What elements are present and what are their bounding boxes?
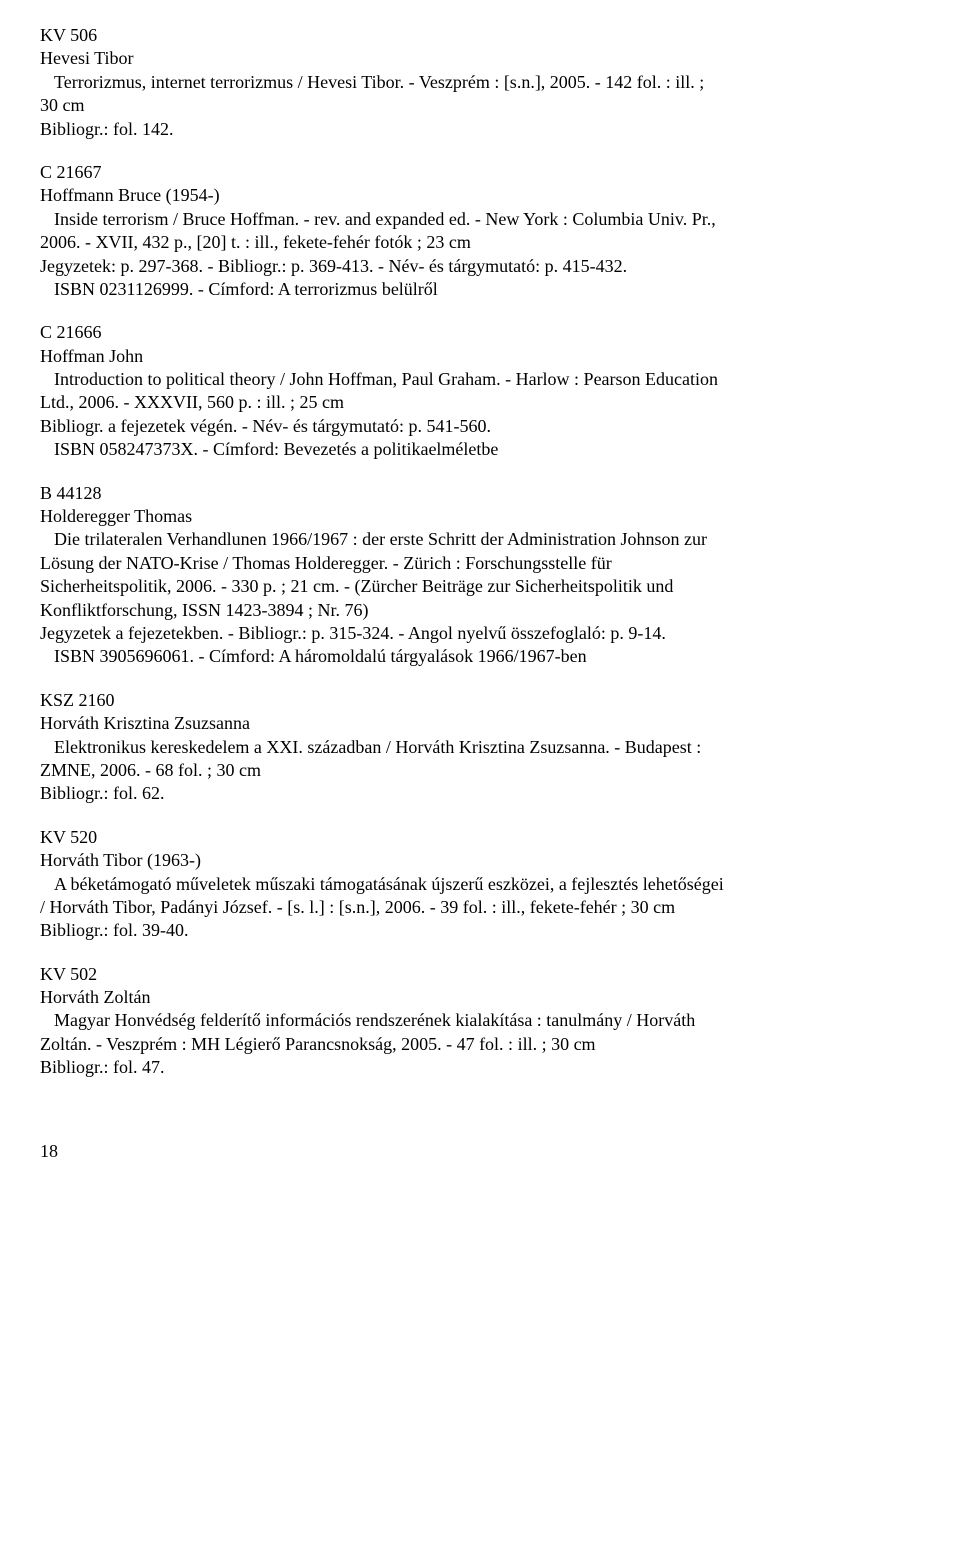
author: Horváth Zoltán [40, 986, 920, 1009]
bib-entry: B 44128 Holderegger Thomas Die trilatera… [40, 482, 920, 669]
title-line: Lösung der NATO-Krise / Thomas Holderegg… [40, 552, 920, 575]
title-line: Konfliktforschung, ISSN 1423-3894 ; Nr. … [40, 599, 920, 622]
title-line: Elektronikus kereskedelem a XXI. századb… [40, 736, 920, 759]
call-number: B 44128 [40, 482, 920, 505]
author: Horváth Krisztina Zsuzsanna [40, 712, 920, 735]
page-number: 18 [40, 1140, 920, 1163]
title-line: Ltd., 2006. - XXXVII, 560 p. : ill. ; 25… [40, 391, 920, 414]
call-number: C 21667 [40, 161, 920, 184]
title-line: Magyar Honvédség felderítő információs r… [40, 1009, 920, 1032]
note: Bibliogr.: fol. 47. [40, 1056, 920, 1079]
title-line: Terrorizmus, internet terrorizmus / Heve… [40, 71, 920, 94]
author: Hevesi Tibor [40, 47, 920, 70]
call-number: KV 506 [40, 24, 920, 47]
bibliography-list: KV 506 Hevesi Tibor Terrorizmus, interne… [40, 24, 920, 1080]
bib-entry: C 21666 Hoffman John Introduction to pol… [40, 321, 920, 461]
title-line: Die trilateralen Verhandlunen 1966/1967 … [40, 528, 920, 551]
author: Horváth Tibor (1963-) [40, 849, 920, 872]
isbn-line: ISBN 0231126999. - Címford: A terrorizmu… [40, 278, 920, 301]
title-line: / Horváth Tibor, Padányi József. - [s. l… [40, 896, 920, 919]
title-line: Sicherheitspolitik, 2006. - 330 p. ; 21 … [40, 575, 920, 598]
title-line: Introduction to political theory / John … [40, 368, 920, 391]
bib-entry: KV 520 Horváth Tibor (1963-) A béketámog… [40, 826, 920, 943]
note: Bibliogr.: fol. 62. [40, 782, 920, 805]
bib-entry: C 21667 Hoffmann Bruce (1954-) Inside te… [40, 161, 920, 301]
bib-entry: KSZ 2160 Horváth Krisztina Zsuzsanna Ele… [40, 689, 920, 806]
title-line: 2006. - XVII, 432 p., [20] t. : ill., fe… [40, 231, 920, 254]
note: Jegyzetek a fejezetekben. - Bibliogr.: p… [40, 622, 920, 645]
title-line: 30 cm [40, 94, 920, 117]
bib-entry: KV 502 Horváth Zoltán Magyar Honvédség f… [40, 963, 920, 1080]
author: Holderegger Thomas [40, 505, 920, 528]
call-number: KV 520 [40, 826, 920, 849]
note: Jegyzetek: p. 297-368. - Bibliogr.: p. 3… [40, 255, 920, 278]
title-line: Inside terrorism / Bruce Hoffman. - rev.… [40, 208, 920, 231]
call-number: KSZ 2160 [40, 689, 920, 712]
author: Hoffmann Bruce (1954-) [40, 184, 920, 207]
note: Bibliogr.: fol. 142. [40, 118, 920, 141]
title-line: Zoltán. - Veszprém : MH Légierő Parancsn… [40, 1033, 920, 1056]
title-line: ZMNE, 2006. - 68 fol. ; 30 cm [40, 759, 920, 782]
title-line: A béketámogató műveletek műszaki támogat… [40, 873, 920, 896]
isbn-line: ISBN 058247373X. - Címford: Bevezetés a … [40, 438, 920, 461]
isbn-line: ISBN 3905696061. - Címford: A háromoldal… [40, 645, 920, 668]
note: Bibliogr. a fejezetek végén. - Név- és t… [40, 415, 920, 438]
bib-entry: KV 506 Hevesi Tibor Terrorizmus, interne… [40, 24, 920, 141]
author: Hoffman John [40, 345, 920, 368]
call-number: KV 502 [40, 963, 920, 986]
note: Bibliogr.: fol. 39-40. [40, 919, 920, 942]
call-number: C 21666 [40, 321, 920, 344]
